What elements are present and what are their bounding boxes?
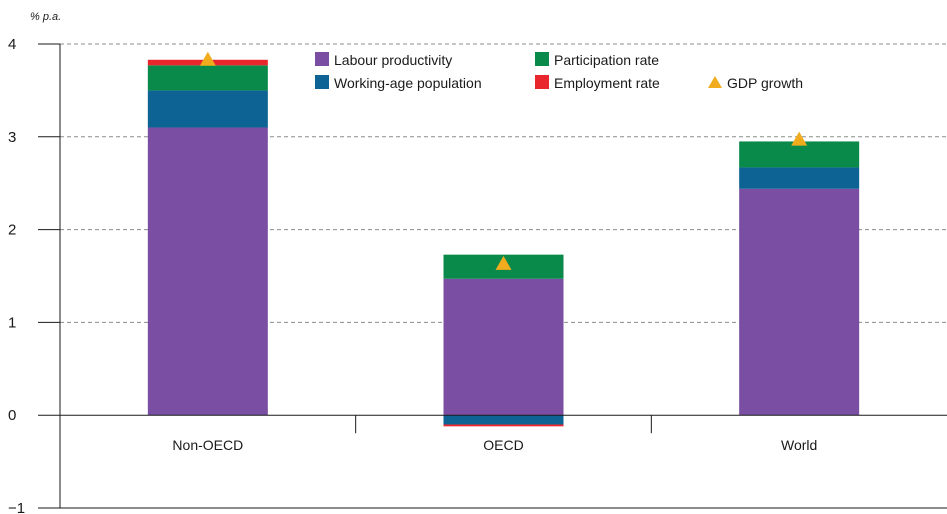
legend-label: Labour productivity: [334, 52, 452, 68]
legend-swatch: [535, 75, 549, 89]
y-unit-label: % p.a.: [30, 11, 61, 23]
legend-label: Employment rate: [554, 75, 660, 91]
axes-group: −1 0 1 2 3 4 Non-OECD OECD World: [8, 36, 947, 514]
bar-segment: [739, 188, 860, 416]
bar-segment: [443, 424, 564, 427]
bar-segment: [443, 278, 564, 416]
bar-segment: [147, 90, 268, 128]
legend-label: GDP growth: [727, 75, 803, 91]
legend: Labour productivity Participation rate Wor…: [315, 52, 803, 91]
y-tick-label: −1: [8, 500, 25, 514]
y-tick-label: 3: [8, 129, 16, 146]
category-label: OECD: [483, 437, 523, 453]
category-label: Non-OECD: [172, 437, 243, 453]
bar-segment: [739, 167, 860, 189]
legend-swatch: [708, 76, 722, 88]
bar-segment: [443, 415, 564, 425]
legend-swatch: [535, 52, 549, 66]
bars-group: [147, 59, 860, 427]
gdp-growth-marker: [791, 131, 808, 146]
legend-label: Participation rate: [554, 52, 659, 68]
markers-group: [199, 51, 808, 270]
category-label: World: [781, 437, 817, 453]
y-tick-label: 0: [8, 407, 16, 424]
legend-label: Working-age population: [334, 75, 482, 91]
y-tick-label: 4: [8, 36, 16, 53]
gdp-growth-marker: [199, 51, 216, 66]
legend-swatch: [315, 75, 329, 89]
y-tick-label: 2: [8, 222, 16, 239]
gdp-growth-marker: [495, 255, 512, 270]
bar-segment: [147, 127, 268, 416]
bar-segment: [147, 65, 268, 91]
bar-segment: [739, 141, 860, 168]
y-tick-label: 1: [8, 314, 16, 331]
legend-swatch: [315, 52, 329, 66]
